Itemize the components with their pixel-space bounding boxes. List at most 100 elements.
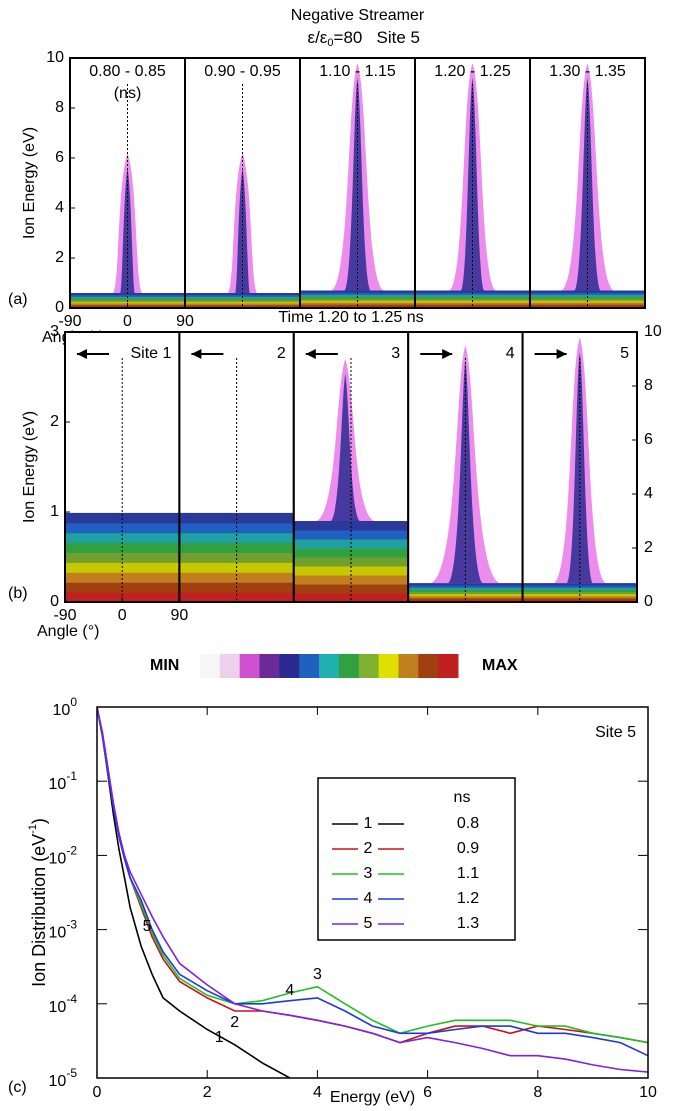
y-tick-exponent: -4 xyxy=(66,992,77,1006)
energy-band xyxy=(408,587,523,590)
panel-title: Time 1.20 to 1.25 ns xyxy=(278,309,423,326)
energy-band xyxy=(185,293,300,296)
energy-band xyxy=(408,583,523,586)
panel-subtitle-part: ε/ε xyxy=(308,28,328,47)
series-label: 1 xyxy=(215,1029,224,1046)
label-background xyxy=(360,344,405,364)
panel-label: 1.20 - 1.25 xyxy=(434,63,511,80)
y-axis-label-part: Ion Distribution (eV xyxy=(29,834,49,987)
y-tick-base: 10 xyxy=(53,702,71,719)
panel-subtitle-part: 0 xyxy=(327,37,333,49)
legend-name: 5 xyxy=(364,915,373,932)
panel-label: Site 1 xyxy=(130,345,171,362)
y-tick-label: 10-1 xyxy=(49,769,78,793)
y-tick-label: 100 xyxy=(53,695,78,719)
energy-band xyxy=(70,294,185,297)
colorbar-swatch xyxy=(338,654,360,678)
y-axis-label: Ion Distribution (eV-1) xyxy=(27,818,49,987)
x-tick-label: 6 xyxy=(423,1084,432,1101)
colorbar-swatch xyxy=(358,654,380,678)
energy-band xyxy=(179,532,294,544)
legend-box xyxy=(317,777,516,941)
energy-band xyxy=(522,583,637,586)
y-axis-label-part: ) xyxy=(29,818,49,824)
panel-tag: (c) xyxy=(8,1079,27,1096)
energy-band xyxy=(179,572,294,583)
y-tick-exponent: -1 xyxy=(66,769,77,783)
y-tick-label: 0 xyxy=(55,299,64,316)
colorbar-swatch xyxy=(219,654,241,678)
legend-name: 2 xyxy=(364,840,373,857)
y-tick-base: 10 xyxy=(49,1073,67,1090)
y-tick-label: 1 xyxy=(50,503,59,520)
legend-title: ns xyxy=(454,789,471,806)
energy-band xyxy=(530,290,645,293)
arrow-head xyxy=(556,349,567,359)
energy-band xyxy=(530,294,645,297)
energy-band xyxy=(530,298,645,301)
y-tick-base: 10 xyxy=(49,851,67,868)
y-tick-label: 0 xyxy=(50,593,59,610)
y-tick-label: 6 xyxy=(55,149,64,166)
energy-band xyxy=(415,302,530,305)
legend-name: 4 xyxy=(364,890,373,907)
energy-band xyxy=(300,298,415,301)
energy-band xyxy=(70,298,185,301)
x-tick-label: 90 xyxy=(171,607,189,624)
colorbar-swatch xyxy=(200,654,221,678)
legend-name: 3 xyxy=(364,865,373,882)
series-label: 2 xyxy=(230,1014,239,1031)
energy-band xyxy=(185,294,300,297)
y2-tick-label: 10 xyxy=(644,323,662,340)
panel-tag: (b) xyxy=(8,585,28,602)
colorbar-min: MIN xyxy=(150,657,179,674)
y-tick-label: 10-4 xyxy=(49,992,78,1016)
panel-subtitle-part: =80 Site 5 xyxy=(334,28,420,47)
energy-band xyxy=(522,591,637,595)
series-line xyxy=(97,707,291,1078)
panel-label: 0.90 - 0.95 xyxy=(204,63,281,80)
x-tick-label: 2 xyxy=(203,1084,212,1101)
y-tick-label: 4 xyxy=(55,199,64,216)
label-background xyxy=(474,344,519,364)
y-tick-base: 10 xyxy=(49,925,67,942)
series-line xyxy=(97,707,648,1073)
panel-label: 1.10 - 1.15 xyxy=(319,63,396,80)
energy-band xyxy=(522,595,637,599)
distribution-core xyxy=(235,168,250,293)
colorbar-swatch xyxy=(239,654,261,678)
panel-label: 5 xyxy=(620,345,629,362)
plot-frame xyxy=(96,706,649,1079)
legend-name: 1 xyxy=(364,815,373,832)
y2-tick-label: 6 xyxy=(644,431,653,448)
energy-band xyxy=(65,572,180,583)
x-axis-label: Angle (°) xyxy=(37,623,99,640)
energy-band xyxy=(522,587,637,590)
panel-border xyxy=(529,57,646,309)
y-tick-exponent: 0 xyxy=(70,695,77,709)
label-background xyxy=(245,344,290,364)
colorbar-swatch xyxy=(259,654,280,678)
panel-label: 4 xyxy=(506,345,515,362)
energy-band xyxy=(300,294,415,297)
y2-tick-label: 0 xyxy=(644,593,653,610)
annotation: Site 5 xyxy=(595,724,636,741)
y-tick-label: 10 xyxy=(46,49,64,66)
colorbar-swatch xyxy=(279,654,300,678)
y-tick-label: 3 xyxy=(50,323,59,340)
legend-ns: 1.1 xyxy=(457,865,479,882)
energy-band xyxy=(293,584,409,594)
y-tick-label: 10-3 xyxy=(49,918,78,942)
panel-tag: (a) xyxy=(8,291,28,308)
series-line xyxy=(97,707,648,1057)
x-tick-label: 90 xyxy=(176,313,194,330)
energy-band xyxy=(293,557,409,567)
panel-subtitle: ε/ε0=80 Site 5 xyxy=(308,28,421,48)
energy-band xyxy=(293,521,409,531)
y2-tick-label: 8 xyxy=(644,377,653,394)
y-axis-label: Ion Energy (eV) xyxy=(21,411,38,523)
x-tick-label: 4 xyxy=(313,1084,322,1101)
energy-band xyxy=(415,294,530,297)
x-axis-label: Energy (eV) xyxy=(330,1089,415,1106)
